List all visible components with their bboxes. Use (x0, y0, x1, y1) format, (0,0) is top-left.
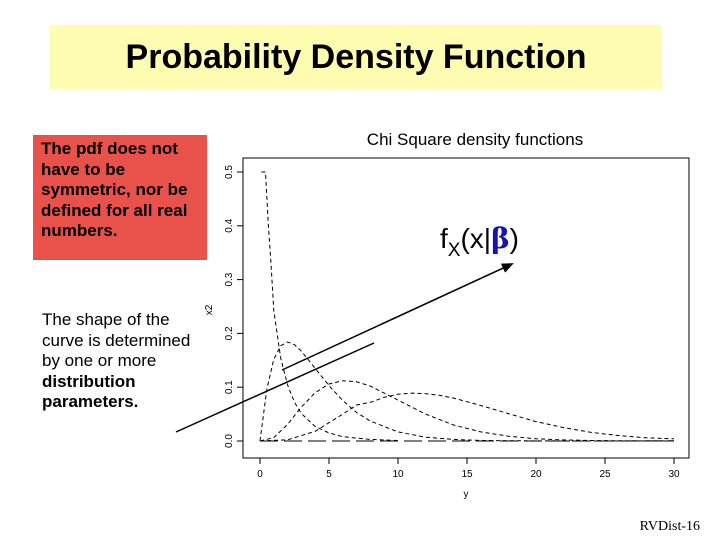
x-tick-label: 10 (392, 469, 404, 480)
density-curve-1 (259, 341, 674, 442)
y-tick-label: 0.0 (224, 434, 235, 448)
callout-shape-text: The shape of the curve is determined by … (42, 310, 191, 370)
arrow-to-curve-upper (281, 263, 514, 371)
density-curve-2 (259, 380, 674, 442)
density-subscript: X (448, 240, 461, 261)
y-tick-label: 0.4 (224, 218, 235, 232)
x-tick-label: 5 (326, 469, 332, 480)
density-beta: β (491, 222, 510, 255)
axes: 0 5 10 15 20 25 30 0.0 0.1 0.2 0.3 0.4 0.5 (224, 165, 680, 480)
y-tick-label: 0.1 (224, 380, 235, 394)
callout-shape-note: The shape of the curve is determined by … (42, 310, 202, 413)
slide-title: Probability Density Function (125, 37, 587, 76)
chart-title: Chi Square density functions (366, 130, 584, 149)
x-axis-label: y (464, 489, 469, 500)
callout-shape-bold: distribution parameters. (42, 371, 139, 412)
slide-title-box: Probability Density Function (50, 25, 662, 89)
y-axis-label: x2 (204, 304, 215, 315)
x-tick-label: 0 (257, 469, 263, 480)
density-args: (x| (460, 223, 491, 254)
density-curve-3 (259, 392, 675, 442)
y-tick-label: 0.5 (224, 165, 235, 179)
density-f: f (440, 223, 448, 254)
y-tick-label: 0.3 (224, 272, 235, 286)
x-tick-label: 15 (461, 469, 473, 480)
density-curves (259, 171, 675, 442)
density-curve-0 (261, 171, 399, 441)
x-tick-label: 20 (530, 469, 542, 480)
callout-asymmetric-note: The pdf does not have to be symmetric, n… (33, 135, 207, 260)
density-close: ) (510, 223, 519, 254)
arrow-to-curve-lower (175, 342, 375, 433)
x-tick-label: 30 (668, 469, 680, 480)
y-tick-label: 0.2 (224, 326, 235, 340)
x-tick-label: 25 (599, 469, 611, 480)
plot-frame (242, 157, 690, 459)
slide-footer: RVDist-16 (639, 519, 700, 534)
density-notation: fX(x|β) (440, 222, 519, 261)
